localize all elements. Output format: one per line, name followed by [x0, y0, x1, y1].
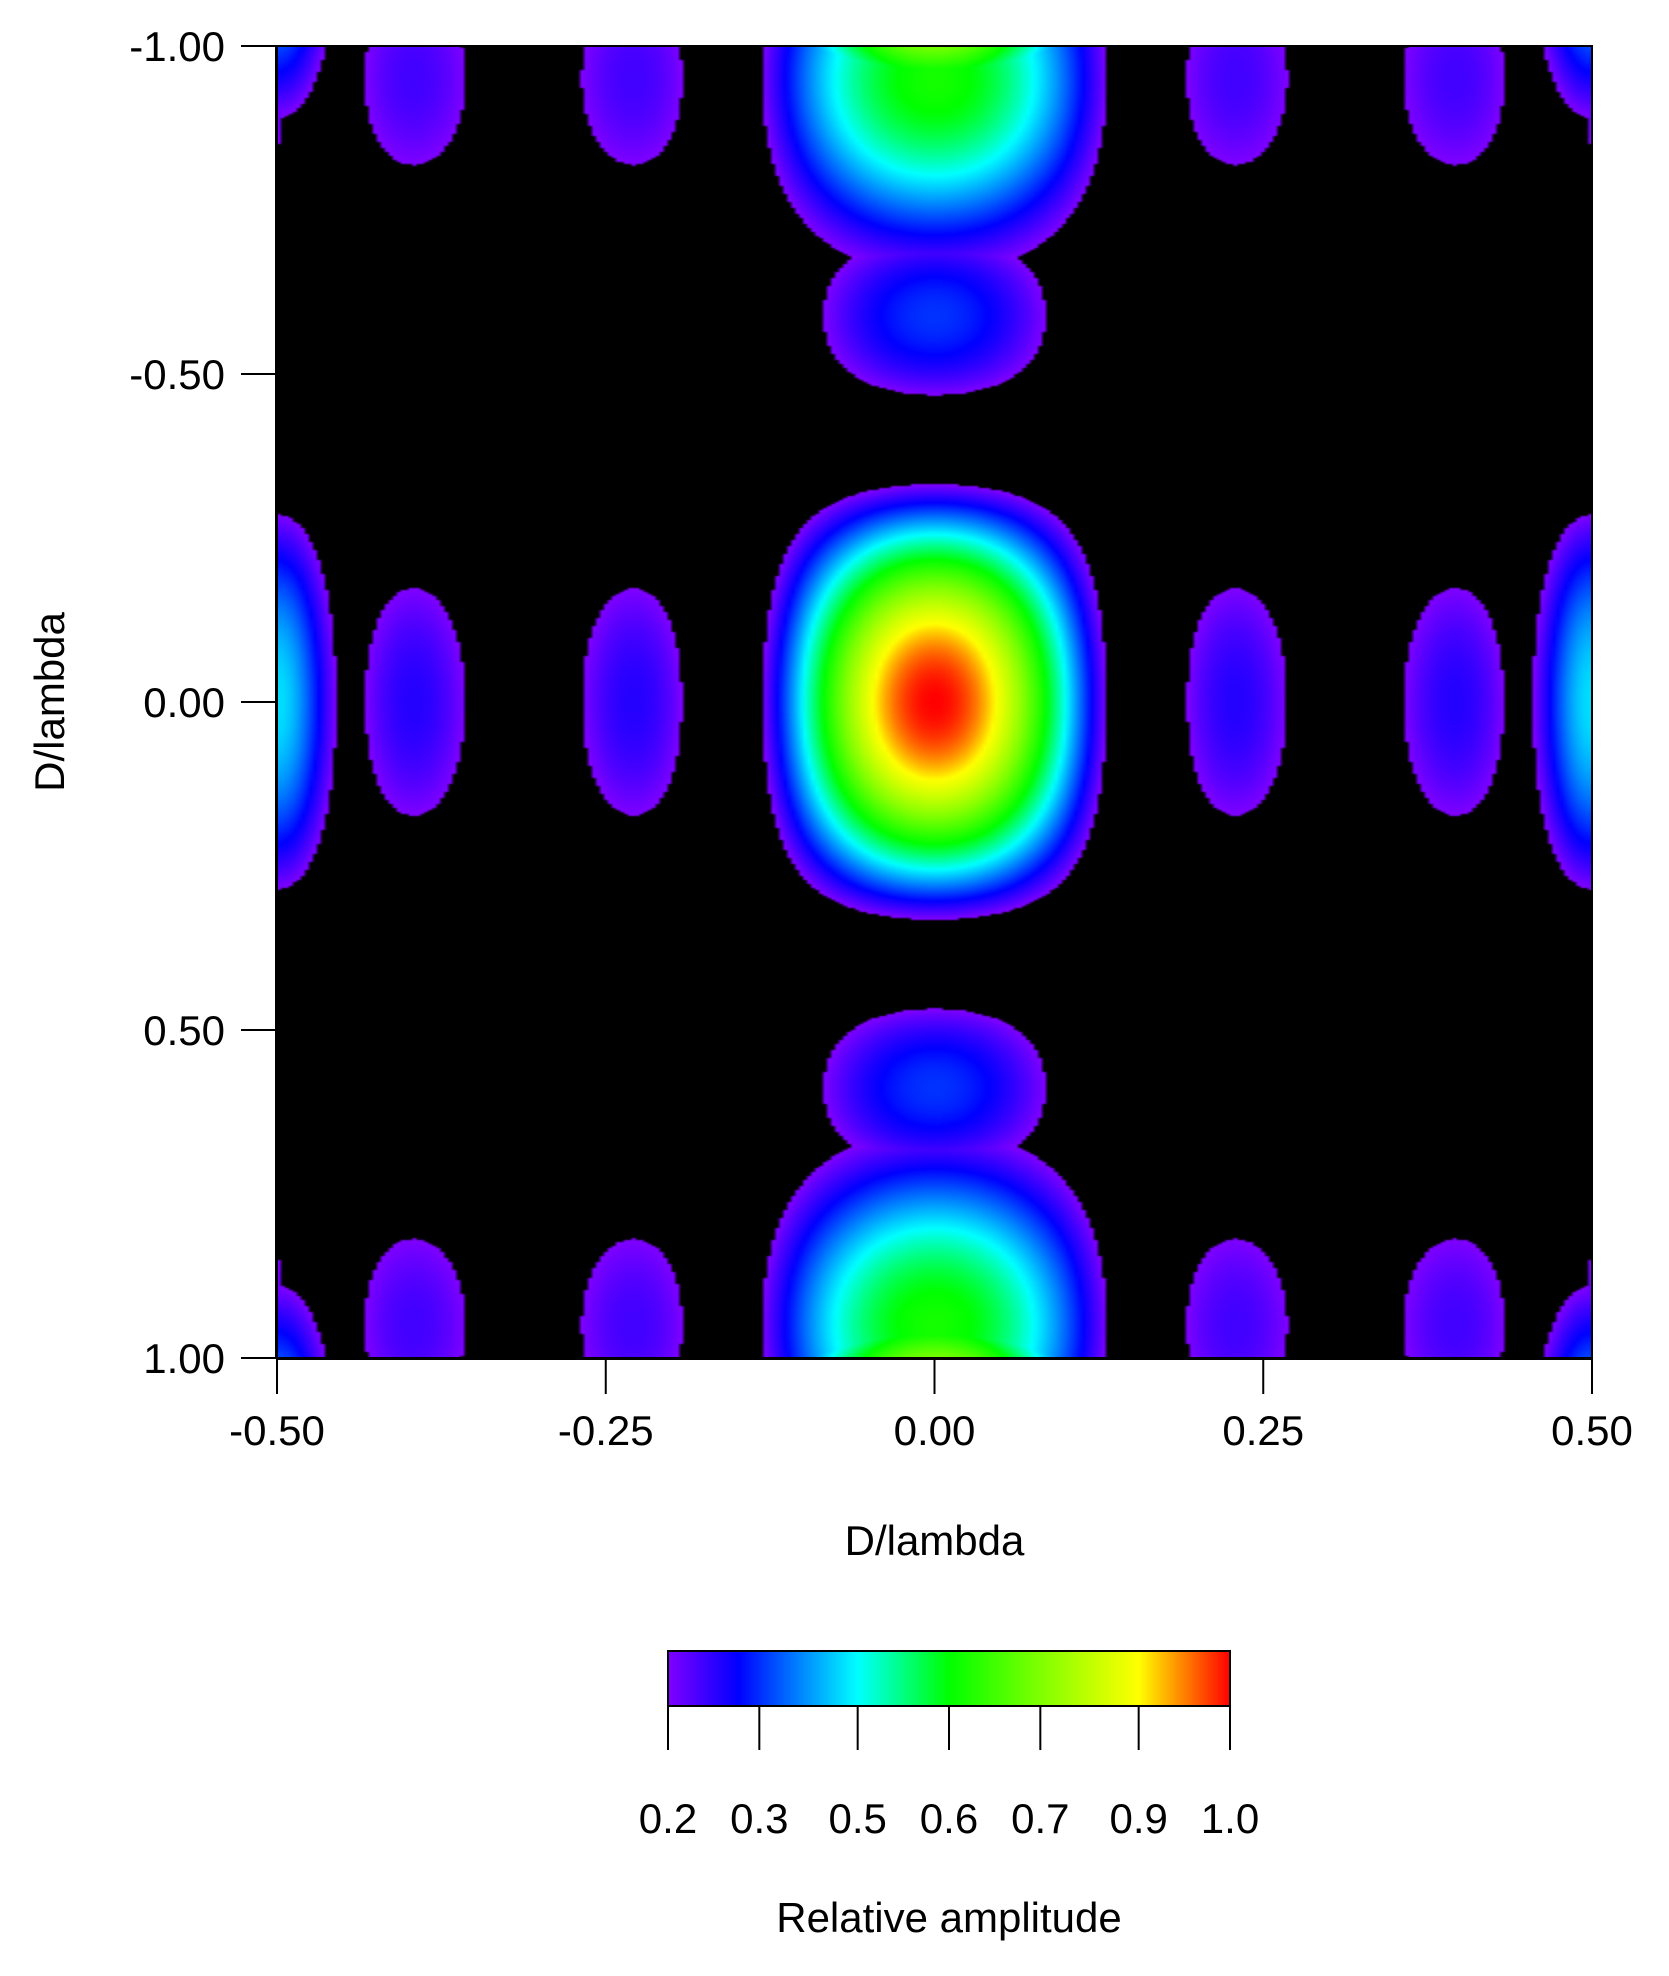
colorbar-tick-label-1: 0.3 [730, 1795, 788, 1842]
x-tick-label-4: 0.50 [1551, 1407, 1633, 1454]
colorbar-label: Relative amplitude [776, 1894, 1122, 1941]
heatmap-image [277, 46, 1592, 1358]
colorbar: 0.2 0.3 0.5 0.6 0.7 0.9 1.0 Relative amplitude [639, 1650, 1259, 1941]
y-tick-label-4: 1.00 [143, 1335, 225, 1382]
colorbar-tick-label-0: 0.2 [639, 1795, 697, 1842]
colorbar-tick-label-6: 1.0 [1201, 1795, 1259, 1842]
y-tick-label-2: 0.00 [143, 679, 225, 726]
colorbar-tick-label-4: 0.7 [1011, 1795, 1069, 1842]
y-tick-label-3: 0.50 [143, 1007, 225, 1054]
y-tick-label-0: -1.00 [129, 23, 225, 70]
colorbar-tick-label-2: 0.5 [828, 1795, 886, 1842]
y-tick-label-1: -0.50 [129, 351, 225, 398]
y-axis-label: D/lambda [26, 611, 73, 791]
colorbar-swatch [667, 1650, 1231, 1707]
colorbar-tick-label-3: 0.6 [920, 1795, 978, 1842]
y-axis: -1.00 -0.50 0.00 0.50 1.00 [129, 23, 277, 1382]
colorbar-ticks: 0.2 0.3 0.5 0.6 0.7 0.9 1.0 [639, 1706, 1259, 1842]
x-tick-label-3: 0.25 [1222, 1407, 1304, 1454]
x-axis: -0.50 -0.25 0.00 0.25 0.50 [229, 1358, 1633, 1454]
x-tick-label-2: 0.00 [894, 1407, 976, 1454]
x-axis-label: D/lambda [845, 1517, 1025, 1564]
colorbar-tick-label-5: 0.9 [1109, 1795, 1167, 1842]
x-tick-label-0: -0.50 [229, 1407, 325, 1454]
x-tick-label-1: -0.25 [558, 1407, 654, 1454]
